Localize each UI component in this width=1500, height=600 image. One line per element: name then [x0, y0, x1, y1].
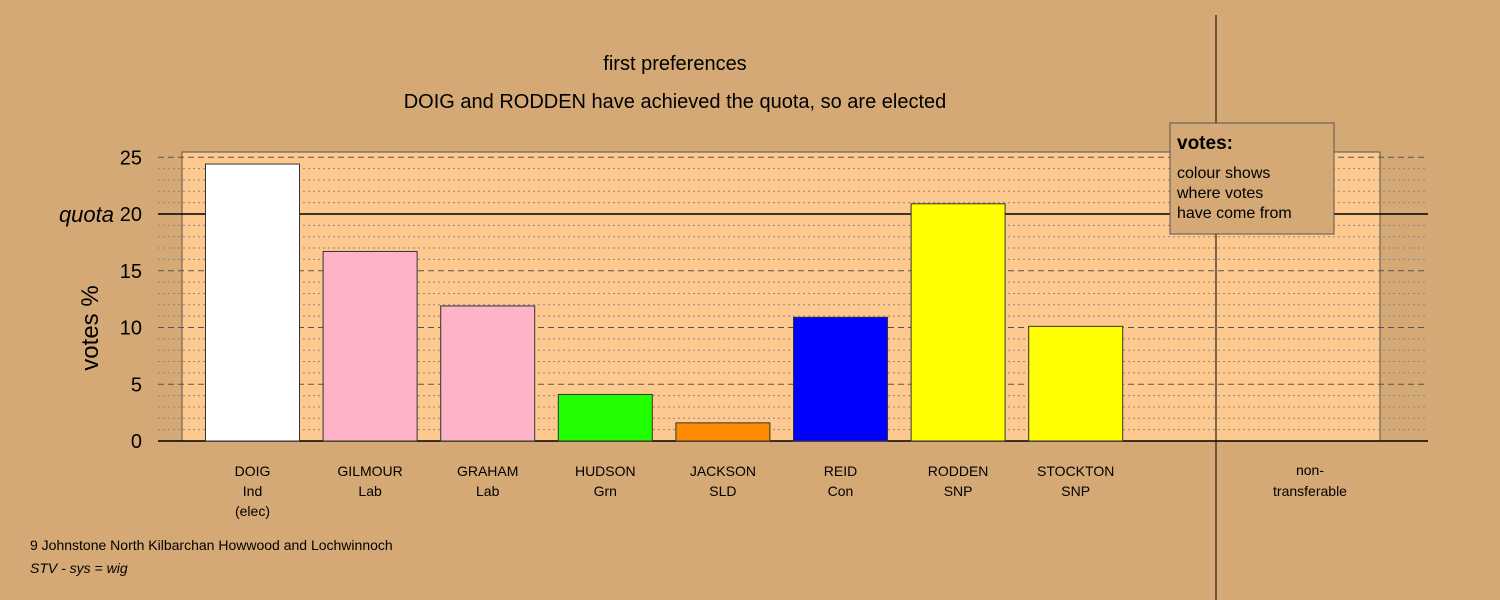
y-tick-label: 0 — [131, 431, 142, 453]
x-tick-label: SLD — [709, 483, 736, 499]
x-axis-labels: DOIG Ind (elec) GILMOUR Lab GRAHAM Lab HUDSON Gr… — [235, 463, 1115, 519]
bar-reid — [793, 316, 888, 442]
x-tick-label: Lab — [476, 483, 500, 499]
x-tick-label: GRAHAM — [457, 463, 518, 479]
x-tick-label: Grn — [594, 483, 617, 499]
y-tick-label: 25 — [120, 147, 142, 169]
footer-system: STV - sys = wig — [30, 560, 128, 576]
x-tick-label: GILMOUR — [337, 463, 402, 479]
x-tick-label: RODDEN — [928, 463, 989, 479]
legend-box — [1169, 122, 1335, 235]
x-tick-label: (elec) — [235, 503, 270, 519]
chart-title: first preferences — [603, 53, 746, 75]
x-tick-label: HUDSON — [575, 463, 636, 479]
bar-hudson — [557, 393, 653, 442]
bar-graham — [440, 305, 536, 442]
y-tick-label: 20 — [120, 204, 142, 226]
bar-rodden — [910, 203, 1006, 442]
y-axis: 0 5 10 15 20 25 — [120, 147, 142, 453]
bar-gilmour — [322, 250, 418, 442]
x-tick-label: Con — [828, 483, 854, 499]
x-tick-label: JACKSON — [690, 463, 756, 479]
x-tick-label: DOIG — [235, 463, 271, 479]
x-tick-label: REID — [824, 463, 857, 479]
legend: votes: colour shows where votes have com… — [1169, 122, 1335, 235]
bar-jackson — [675, 422, 771, 442]
x-tick-label: SNP — [1061, 483, 1090, 499]
x-tick-label: Ind — [243, 483, 262, 499]
y-tick-label: 15 — [120, 261, 142, 283]
bar-stockton — [1028, 325, 1124, 442]
nontransferable-label-2: transferable — [1273, 483, 1347, 499]
bars — [205, 163, 1124, 442]
legend-line-1: colour shows — [1177, 165, 1270, 182]
footer-ward: 9 Johnstone North Kilbarchan Howwood and… — [30, 537, 393, 553]
chart-subtitle: DOIG and RODDEN have achieved the quota,… — [404, 91, 947, 113]
y-tick-label: 10 — [120, 318, 142, 340]
x-tick-label: STOCKTON — [1037, 463, 1114, 479]
nontransferable-label-1: non- — [1296, 462, 1324, 478]
y-axis-label: votes % — [77, 285, 104, 370]
quota-label: quota — [59, 202, 114, 227]
x-tick-label: Lab — [358, 483, 382, 499]
x-tick-label: SNP — [944, 483, 973, 499]
legend-line-2: where votes — [1176, 185, 1263, 202]
legend-title: votes: — [1177, 133, 1233, 154]
bar-doig — [205, 163, 300, 442]
legend-line-3: have come from — [1177, 205, 1292, 222]
y-tick-label: 5 — [131, 374, 142, 396]
